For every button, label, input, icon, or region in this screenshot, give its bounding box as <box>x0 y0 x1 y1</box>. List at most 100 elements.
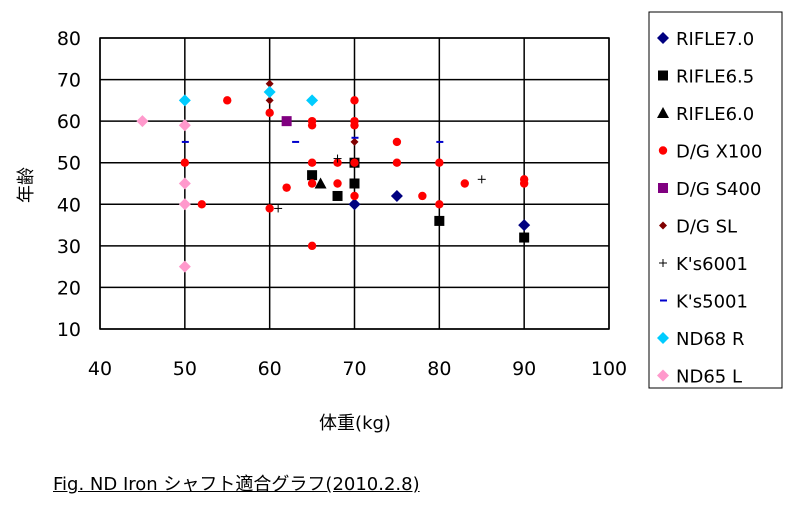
legend-item: RIFLE7.0 <box>657 29 754 50</box>
triangle-marker <box>314 177 327 189</box>
legend-item: ND65 L <box>657 367 742 388</box>
circle-marker <box>392 137 402 147</box>
circle-marker <box>460 179 469 188</box>
diamond-marker <box>657 369 669 382</box>
circle-marker <box>333 179 342 188</box>
circle-marker <box>350 121 359 130</box>
diamond-marker <box>178 94 191 107</box>
legend-item: K's6001 <box>659 254 748 275</box>
square-marker <box>307 170 318 181</box>
circle-marker <box>197 200 206 209</box>
legend-label: RIFLE6.5 <box>676 67 754 88</box>
y-tick-label: 60 <box>57 111 81 133</box>
circle-marker <box>658 146 668 155</box>
diamond-marker <box>265 79 274 88</box>
circle-marker <box>392 158 402 167</box>
circle-marker <box>180 158 190 167</box>
diamond-marker <box>659 221 667 230</box>
circle-marker <box>307 241 317 251</box>
figure-caption: Fig. ND Iron シャフト適合グラフ(2010.2.8) <box>53 474 420 495</box>
legend-label: K's6001 <box>676 254 748 275</box>
circle-marker <box>435 200 444 209</box>
triangle-marker <box>657 107 669 118</box>
circle-marker <box>418 191 427 201</box>
legend-item: RIFLE6.0 <box>657 104 754 125</box>
x-axis-label: 体重(kg) <box>319 413 391 434</box>
y-tick-label: 80 <box>57 28 81 50</box>
series-nd68-r <box>178 86 319 107</box>
series-k-s6001 <box>274 154 486 213</box>
y-tick-label: 70 <box>57 70 81 92</box>
legend-item: D/G SL <box>659 217 737 238</box>
circle-marker <box>519 179 529 188</box>
circle-marker <box>350 191 359 201</box>
y-tick-label: 30 <box>57 236 81 258</box>
circle-marker <box>333 158 342 167</box>
y-tick-label: 10 <box>57 319 81 341</box>
y-axis-label: 年齢 <box>16 167 37 203</box>
diamond-marker <box>518 219 531 232</box>
series-d-g-s400 <box>281 116 292 127</box>
x-tick-label: 70 <box>342 358 366 380</box>
circle-marker <box>307 158 317 167</box>
legend: RIFLE7.0 RIFLE6.5 RIFLE6.0 D/G X100 D/G S400… <box>648 11 783 389</box>
circle-marker <box>265 204 274 213</box>
x-tick-label: 80 <box>427 358 451 380</box>
diamond-marker <box>350 137 359 146</box>
diamond-marker <box>136 115 149 128</box>
circle-marker <box>435 158 444 167</box>
legend-label: RIFLE7.0 <box>676 29 754 50</box>
square-marker <box>332 190 343 201</box>
y-tick-label: 40 <box>57 194 81 216</box>
legend-label: ND65 L <box>676 367 742 388</box>
diamond-marker <box>178 198 191 211</box>
diamond-marker <box>265 96 274 105</box>
circle-marker <box>307 179 317 188</box>
legend-item: RIFLE6.5 <box>658 67 754 88</box>
legend-item: D/G S400 <box>658 179 761 200</box>
legend-item: K's5001 <box>660 292 748 313</box>
legend-label: D/G X100 <box>676 142 762 163</box>
square-marker <box>519 232 530 243</box>
diamond-marker <box>178 119 191 132</box>
series-d-g-x100 <box>180 96 529 251</box>
series-rifle7-0 <box>348 189 531 232</box>
x-tick-label: 100 <box>591 358 627 380</box>
square-marker <box>434 215 445 226</box>
y-tick-label: 20 <box>57 277 81 299</box>
diamond-marker <box>306 94 319 107</box>
square-marker <box>658 70 668 81</box>
legend-label: ND68 R <box>676 329 744 350</box>
x-tick-label: 60 <box>258 358 282 380</box>
diamond-marker <box>263 86 276 99</box>
diamond-marker <box>657 32 669 44</box>
series-rifle6-0 <box>314 177 327 189</box>
diamond-marker <box>348 198 361 211</box>
legend-label: RIFLE6.0 <box>676 104 754 125</box>
square-marker <box>658 183 668 193</box>
legend-item: D/G X100 <box>658 142 762 163</box>
square-marker <box>349 178 360 189</box>
x-tick-label: 50 <box>173 358 197 380</box>
y-tick-label: 50 <box>57 153 81 175</box>
series-nd65-l <box>136 115 191 273</box>
circle-marker <box>350 158 359 167</box>
diamond-marker <box>657 332 669 344</box>
series-d-g-sl <box>265 79 359 146</box>
legend-box <box>648 11 783 389</box>
circle-marker <box>307 121 317 130</box>
circle-marker <box>223 96 232 105</box>
legend-item: ND68 R <box>657 329 744 350</box>
circle-marker <box>350 96 359 105</box>
diamond-marker <box>178 260 191 273</box>
circle-marker <box>282 183 291 192</box>
diamond-marker <box>390 189 403 202</box>
circle-marker <box>265 108 274 118</box>
x-tick-label: 90 <box>512 358 536 380</box>
legend-label: D/G SL <box>676 217 737 238</box>
x-tick-label: 40 <box>88 358 112 380</box>
diamond-marker <box>178 177 191 190</box>
legend-label: D/G S400 <box>676 179 761 200</box>
